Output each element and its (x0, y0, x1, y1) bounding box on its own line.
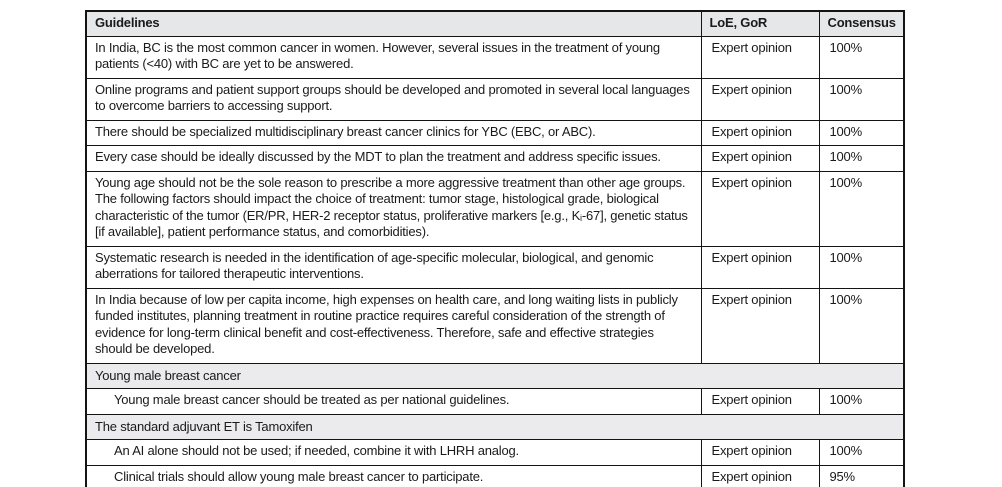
guideline-text: Young age should not be the sole reason … (85, 170, 702, 247)
section-row: The standard adjuvant ET is Tamoxifen (85, 413, 905, 440)
table-row: In India, BC is the most common cancer i… (85, 35, 905, 79)
table-row: There should be specialized multidiscipl… (85, 119, 905, 146)
loe-gor-value: Expert opinion (700, 245, 820, 289)
consensus-value: 95% (818, 464, 905, 487)
loe-gor-value: Expert opinion (700, 439, 820, 466)
table-row: Clinical trials should allow young male … (85, 464, 905, 487)
section-title: Young male breast cancer (85, 362, 905, 389)
header-guidelines: Guidelines (85, 10, 702, 37)
guideline-text: In India because of low per capita incom… (85, 287, 702, 364)
guideline-text: Clinical trials should allow young male … (85, 464, 702, 487)
consensus-value: 100% (818, 145, 905, 172)
table-row: Online programs and patient support grou… (85, 77, 905, 121)
header-consensus: Consensus (818, 10, 905, 37)
table-row: Systematic research is needed in the ide… (85, 245, 905, 289)
consensus-value: 100% (818, 77, 905, 121)
guideline-text: An AI alone should not be used; if neede… (85, 439, 702, 466)
consensus-value: 100% (818, 35, 905, 79)
consensus-value: 100% (818, 388, 905, 415)
loe-gor-value: Expert opinion (700, 77, 820, 121)
consensus-value: 100% (818, 287, 905, 364)
table-row: Young age should not be the sole reason … (85, 170, 905, 247)
guideline-text: Systematic research is needed in the ide… (85, 245, 702, 289)
loe-gor-value: Expert opinion (700, 287, 820, 364)
table-row: An AI alone should not be used; if neede… (85, 439, 905, 466)
table-body: In India, BC is the most common cancer i… (85, 35, 905, 487)
consensus-value: 100% (818, 119, 905, 146)
consensus-value: 100% (818, 439, 905, 466)
guideline-text: Online programs and patient support grou… (85, 77, 702, 121)
header-loe-gor: LoE, GoR (700, 10, 820, 37)
consensus-value: 100% (818, 245, 905, 289)
loe-gor-value: Expert opinion (700, 388, 820, 415)
section-row: Young male breast cancer (85, 362, 905, 389)
guideline-text: In India, BC is the most common cancer i… (85, 35, 702, 79)
loe-gor-value: Expert opinion (700, 35, 820, 79)
table-row: In India because of low per capita incom… (85, 287, 905, 364)
loe-gor-value: Expert opinion (700, 170, 820, 247)
loe-gor-value: Expert opinion (700, 119, 820, 146)
consensus-value: 100% (818, 170, 905, 247)
table-row: Young male breast cancer should be treat… (85, 388, 905, 415)
table-header-row: Guidelines LoE, GoR Consensus (85, 10, 905, 37)
table-row: Every case should be ideally discussed b… (85, 145, 905, 172)
guideline-text: Every case should be ideally discussed b… (85, 145, 702, 172)
guideline-text: Young male breast cancer should be treat… (85, 388, 702, 415)
loe-gor-value: Expert opinion (700, 145, 820, 172)
guidelines-table: Guidelines LoE, GoR Consensus In India, … (85, 10, 905, 487)
loe-gor-value: Expert opinion (700, 464, 820, 487)
section-title: The standard adjuvant ET is Tamoxifen (85, 413, 905, 440)
guideline-text: There should be specialized multidiscipl… (85, 119, 702, 146)
